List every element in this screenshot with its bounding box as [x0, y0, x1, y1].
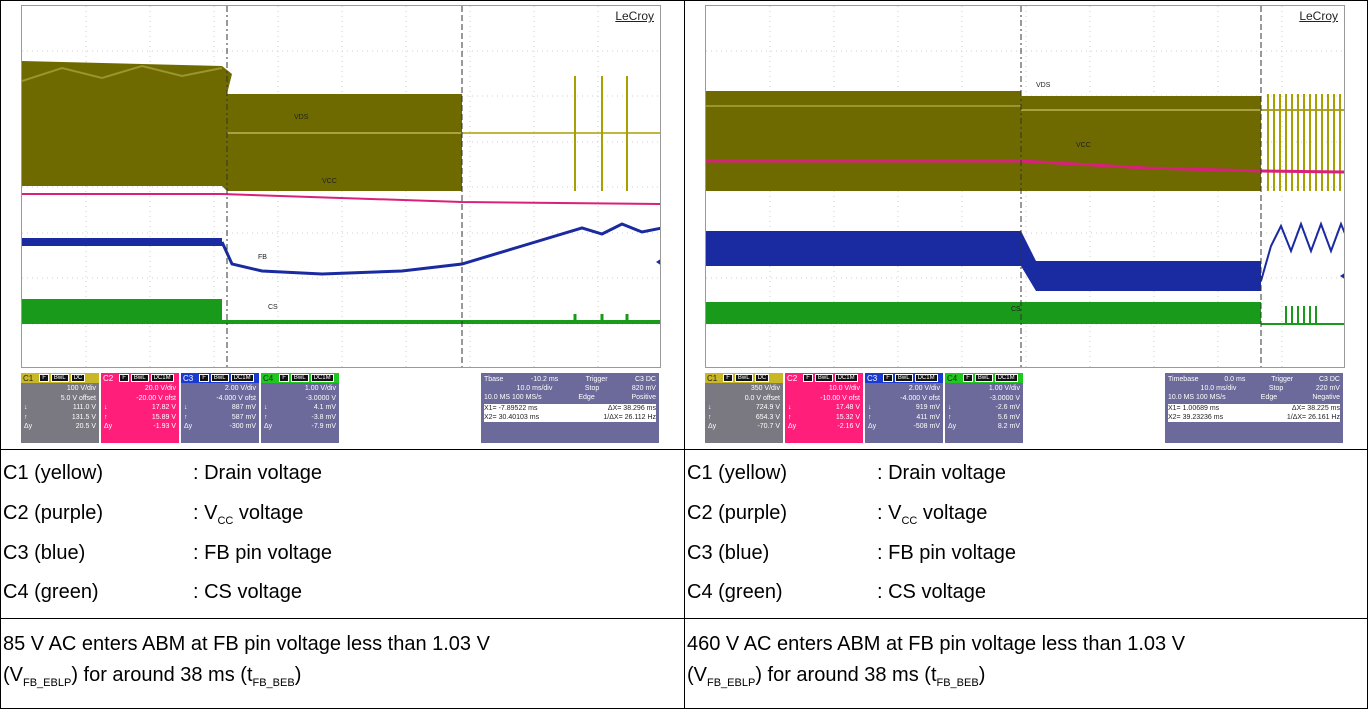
- legend-key-c1: C1 (yellow): [687, 462, 788, 484]
- left-scope-cell: LeCroy VDS VCC FB CS C1 F BwL DC 100 V/div …: [0, 0, 685, 450]
- right-note-line1: 460 V AC enters ABM at FB pin voltage le…: [687, 633, 1186, 655]
- left-c1-trace: [22, 61, 462, 191]
- left-c1-bursts: [574, 76, 628, 191]
- right-c1-bursts: [1267, 94, 1341, 191]
- left-c4-trace: [22, 299, 222, 324]
- left-legend-cell: C1 (yellow) : Drain voltage C2 (purple) : …: [0, 449, 685, 619]
- right-ch4-box[interactable]: C4 F BwL DC1M 1.00 V/div -3.0000 V ↓ -2.6 mV…: [945, 373, 1023, 443]
- legend-val-c1: : Drain voltage: [877, 462, 1006, 484]
- left-waveform-svg: [22, 6, 660, 367]
- left-label-cs: CS: [268, 304, 278, 311]
- left-ch2-box[interactable]: C2 F BwL DC1M 20.0 V/div -20.00 V ofst ↓ 17.…: [101, 373, 179, 443]
- legend-key-c2: C2 (purple): [3, 502, 104, 524]
- right-note-line2: (VFB_EBLP) for around 38 ms (tFB_BEB): [687, 664, 986, 689]
- right-note-cell: 460 V AC enters ABM at FB pin voltage le…: [684, 618, 1368, 709]
- right-c2-trace: [706, 159, 1344, 174]
- legend-key-c3: C3 (blue): [3, 542, 86, 564]
- legend-key-c2: C2 (purple): [687, 502, 788, 524]
- right-ch1-box[interactable]: C1 F BwL DC 350 V/div 0.0 V offset ↓ 724.9 V…: [705, 373, 783, 443]
- left-ch3-box[interactable]: C3 F BwL DC1M 2.00 V/div -4.000 V ofst ↓ 887…: [181, 373, 259, 443]
- right-scope-cell: LeCroy VDS VCC CS C1 F BwL DC 350 V/div 0.0…: [684, 0, 1368, 450]
- legend-key-c4: C4 (green): [687, 581, 783, 603]
- left-infobar: C1 F BwL DC 100 V/div 5.0 V offset ↓ 111.0 V…: [21, 373, 661, 443]
- right-legend: C1 (yellow) : Drain voltage C2 (purple) : …: [687, 450, 1357, 620]
- left-note-line2: (VFB_EBLP) for around 38 ms (tFB_BEB): [3, 664, 302, 689]
- left-label-vcc: VCC: [322, 178, 337, 185]
- legend-val-c2: : VCC voltage: [877, 502, 988, 527]
- left-note: 85 V AC enters ABM at FB pin voltage les…: [3, 629, 490, 699]
- legend-key-c1: C1 (yellow): [3, 462, 104, 484]
- right-waveform-svg: [706, 6, 1344, 367]
- right-label-vds: VDS: [1036, 82, 1051, 89]
- right-c4-trace: [706, 302, 1261, 324]
- left-ch1-box[interactable]: C1 F BwL DC 100 V/div 5.0 V offset ↓ 111.0 V…: [21, 373, 99, 443]
- right-scope-plot: LeCroy VDS VCC CS: [705, 5, 1345, 368]
- right-ch2-box[interactable]: C2 F BwL DC1M 10.0 V/div -10.00 V ofst ↓ 17.…: [785, 373, 863, 443]
- left-c3-trace: [22, 238, 222, 246]
- legend-val-c2: : VCC voltage: [193, 502, 304, 527]
- right-label-cs: CS: [1011, 306, 1021, 313]
- left-ch4-box[interactable]: C4 F BwL DC1M 1.00 V/div -3.0000 V ↓ 4.1 mV …: [261, 373, 339, 443]
- right-c3-trace: [706, 231, 1261, 291]
- right-timebase-box[interactable]: Timebase 0.0 ms Trigger C3 DC 10.0 ms/div St…: [1165, 373, 1343, 443]
- legend-val-c1: : Drain voltage: [193, 462, 322, 484]
- left-c2-trace: [22, 193, 660, 205]
- legend-val-c4: : CS voltage: [877, 581, 986, 603]
- right-ch3-box[interactable]: C3 F BwL DC1M 2.00 V/div -4.000 V ofst ↓ 919…: [865, 373, 943, 443]
- left-brand-logo: LeCroy: [615, 9, 654, 23]
- legend-val-c3: : FB pin voltage: [193, 542, 332, 564]
- left-label-vds: VDS: [294, 114, 309, 121]
- right-infobar: C1 F BwL DC 350 V/div 0.0 V offset ↓ 724.9 V…: [705, 373, 1345, 443]
- right-label-vcc: VCC: [1076, 142, 1091, 149]
- legend-val-c3: : FB pin voltage: [877, 542, 1016, 564]
- right-brand-logo: LeCroy: [1299, 9, 1338, 23]
- left-label-fb: FB: [258, 254, 267, 261]
- legend-val-c4: : CS voltage: [193, 581, 302, 603]
- right-note: 460 V AC enters ABM at FB pin voltage le…: [687, 629, 1185, 699]
- left-note-line1: 85 V AC enters ABM at FB pin voltage les…: [3, 633, 490, 655]
- left-note-cell: 85 V AC enters ABM at FB pin voltage les…: [0, 618, 685, 709]
- left-legend: C1 (yellow) : Drain voltage C2 (purple) : …: [3, 450, 673, 620]
- left-scope-plot: LeCroy VDS VCC FB CS: [21, 5, 661, 368]
- legend-key-c4: C4 (green): [3, 581, 99, 603]
- legend-key-c3: C3 (blue): [687, 542, 770, 564]
- right-legend-cell: C1 (yellow) : Drain voltage C2 (purple) : …: [684, 449, 1368, 619]
- left-timebase-box[interactable]: Tbase -10.2 ms Trigger C3 DC 10.0 ms/div Sto…: [481, 373, 659, 443]
